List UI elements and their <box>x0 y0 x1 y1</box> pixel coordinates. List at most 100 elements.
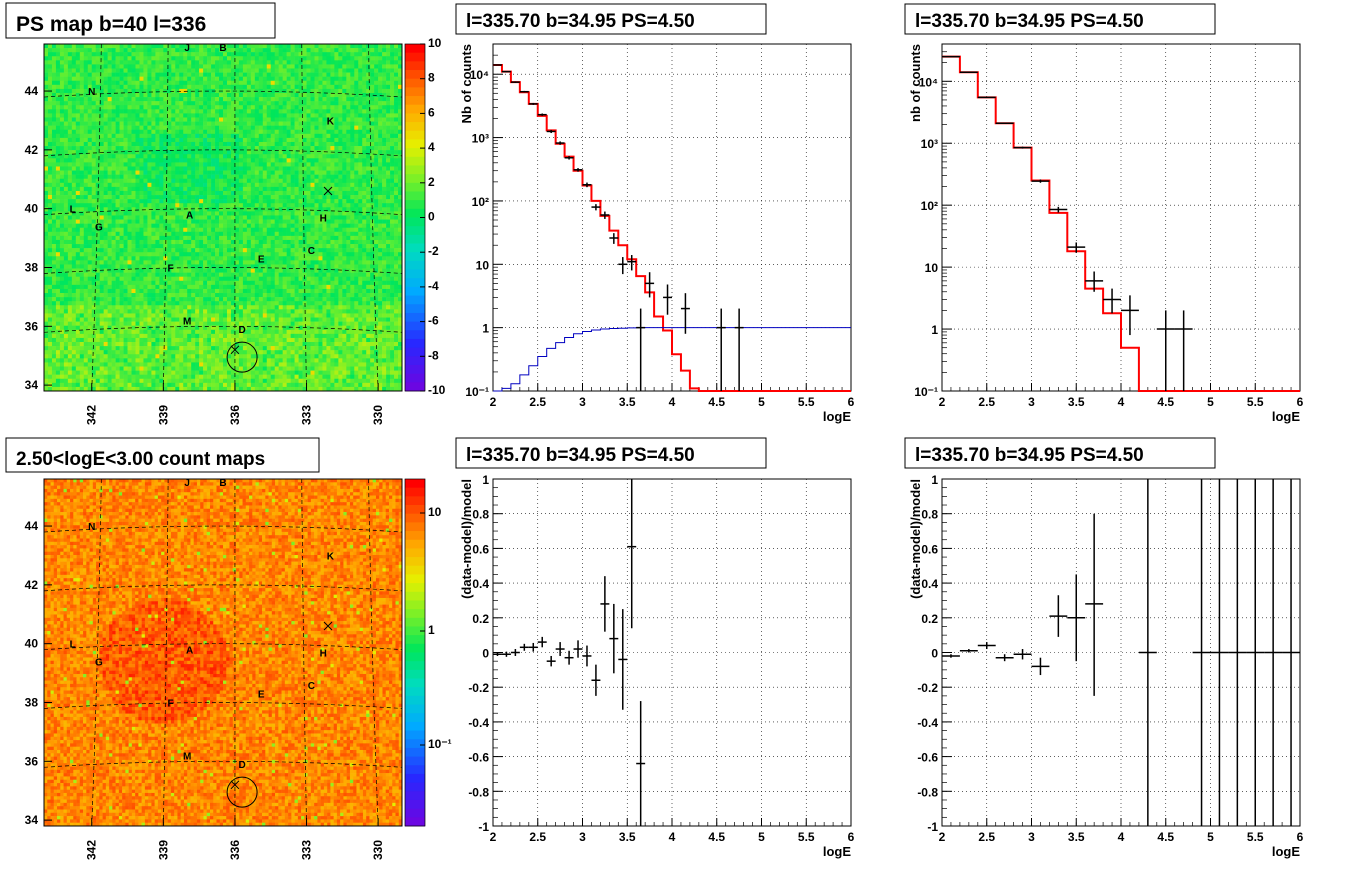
map-pixel <box>286 56 291 61</box>
map-pixel <box>219 52 224 57</box>
map-pixel <box>334 60 339 65</box>
map-pixel <box>95 137 100 143</box>
map-pixel <box>398 117 403 122</box>
map-pixel <box>326 195 331 200</box>
map-pixel <box>278 137 283 143</box>
map-pixel <box>350 44 355 49</box>
map-pixel <box>95 64 100 69</box>
map-pixel <box>242 264 248 269</box>
map-pixel <box>346 92 351 98</box>
map-pixel <box>223 256 228 261</box>
map-pixel <box>131 121 136 126</box>
map-pixel <box>107 174 112 180</box>
map-pixel <box>382 239 387 245</box>
map-pixel <box>71 80 77 86</box>
map-pixel <box>163 109 168 114</box>
map-pixel <box>246 174 252 180</box>
map-pixel <box>270 64 276 69</box>
map-pixel <box>215 68 220 73</box>
map-pixel <box>302 113 307 118</box>
map-pixel <box>131 207 136 212</box>
map-pixel <box>55 170 61 175</box>
map-pixel <box>215 166 220 171</box>
map-pixel <box>334 162 339 167</box>
map-pixel <box>306 52 311 57</box>
map-pixel <box>55 133 61 139</box>
map-pixel <box>326 227 331 233</box>
map-pixel <box>219 211 224 216</box>
map-pixel <box>238 215 244 220</box>
map-pixel <box>234 129 240 135</box>
map-pixel <box>338 215 343 220</box>
map-pixel <box>254 219 260 224</box>
map-pixel <box>203 211 208 216</box>
map-pixel <box>330 170 335 175</box>
map-pixel <box>47 186 53 192</box>
map-pixel <box>238 150 244 155</box>
map-pixel <box>386 121 391 126</box>
map-pixel <box>342 117 347 122</box>
map-pixel <box>155 215 160 220</box>
map-pixel <box>207 44 212 49</box>
map-pixel <box>338 141 343 147</box>
map-pixel <box>155 264 160 269</box>
map-pixel <box>350 219 355 224</box>
map-pixel <box>306 207 311 212</box>
map-pixel <box>75 248 81 253</box>
map-pixel <box>71 113 77 118</box>
map-pixel <box>223 137 228 143</box>
map-pixel <box>147 227 152 233</box>
map-pixel <box>282 248 287 253</box>
map-pixel <box>139 207 144 212</box>
map-pixel <box>382 182 387 188</box>
map-pixel <box>226 239 232 245</box>
map-pixel <box>175 170 180 175</box>
map-pixel <box>51 125 57 131</box>
map-pixel <box>175 239 180 245</box>
map-pixel <box>167 195 172 200</box>
map-pixel <box>203 141 208 147</box>
map-pixel <box>143 48 148 53</box>
map-pixel <box>346 166 351 171</box>
map-pixel <box>270 52 276 57</box>
map-pixel <box>386 68 391 73</box>
map-pixel <box>266 182 272 188</box>
map-pixel <box>91 146 97 151</box>
map-pixel <box>191 260 196 265</box>
map-pixel <box>318 48 323 53</box>
map-pixel <box>203 68 208 73</box>
map-pixel <box>107 60 112 65</box>
map-pixel <box>75 76 81 82</box>
map-pixel <box>298 48 303 53</box>
map-pixel <box>338 182 343 188</box>
map-pixel <box>286 101 291 106</box>
map-pixel <box>47 113 53 118</box>
map-pixel <box>55 101 61 106</box>
map-pixel <box>51 199 57 204</box>
map-pixel <box>111 52 116 57</box>
map-pixel <box>302 101 307 106</box>
map-pixel <box>398 178 403 184</box>
map-pixel <box>390 260 395 265</box>
map-pixel <box>163 154 168 159</box>
map-pixel <box>79 248 85 253</box>
map-pixel <box>71 252 77 257</box>
map-pixel <box>394 92 399 98</box>
map-pixel <box>99 235 104 241</box>
map-pixel <box>143 231 148 237</box>
map-pixel <box>254 125 260 131</box>
map-pixel <box>262 97 268 102</box>
map-pixel <box>394 235 399 241</box>
map-pixel <box>91 264 97 269</box>
map-pixel <box>234 101 240 106</box>
map-pixel <box>71 227 77 233</box>
map-pixel <box>350 264 355 269</box>
map-pixel <box>103 174 108 180</box>
map-pixel <box>274 186 279 192</box>
map-pixel <box>242 117 248 122</box>
map-pixel <box>234 44 240 49</box>
map-pixel <box>290 80 295 86</box>
map-pixel <box>203 203 208 208</box>
map-pixel <box>262 215 268 220</box>
map-pixel <box>147 129 152 135</box>
